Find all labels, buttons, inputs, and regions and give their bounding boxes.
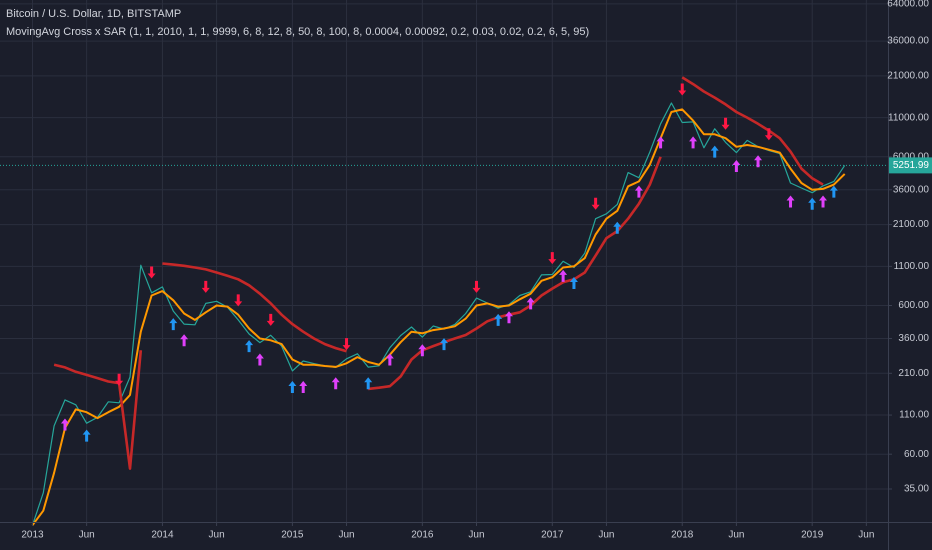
x-tick-label: Jun [728, 530, 744, 541]
plot-area [0, 76, 888, 526]
signal-arrow [201, 280, 210, 293]
x-tick-label: 2016 [411, 530, 434, 541]
signal-arrow [732, 160, 741, 173]
y-tick-label: 6000.00 [893, 151, 930, 162]
y-tick-label: 60.00 [904, 449, 929, 460]
signal-arrow [385, 353, 394, 366]
y-tick-label: 360.00 [898, 333, 929, 344]
signal-arrow [440, 338, 448, 351]
x-tick-label: 2017 [541, 530, 564, 541]
signal-arrow [299, 380, 308, 393]
signal-arrow [819, 195, 828, 208]
signal-arrow [115, 373, 124, 386]
signal-arrow [526, 297, 535, 310]
last-price-label: 5251.99 [893, 160, 930, 171]
x-tick-label: Jun [858, 530, 874, 541]
y-tick-label: 3600.00 [893, 184, 930, 195]
signal-arrow [548, 252, 557, 265]
signal-arrow [60, 418, 69, 431]
y-tick-label: 11000.00 [888, 112, 929, 123]
signal-arrow [678, 83, 687, 96]
series-line [31, 108, 846, 526]
signal-arrow [147, 266, 156, 279]
y-tick-label: 1100.00 [894, 261, 930, 272]
x-tick-label: 2013 [21, 530, 44, 541]
signal-arrow [255, 353, 264, 366]
y-tick-label: 36000.00 [887, 36, 929, 47]
signal-arrow [472, 280, 481, 293]
signal-arrow [266, 313, 275, 326]
series-line [31, 102, 846, 526]
signal-arrow [569, 277, 578, 290]
signal-arrow [494, 313, 503, 326]
signal-arrow [559, 269, 568, 282]
signal-arrow [613, 221, 622, 234]
x-tick-label: Jun [468, 530, 484, 541]
signal-arrow [764, 128, 773, 141]
signal-arrow [342, 338, 351, 351]
x-tick-label: 2014 [151, 530, 174, 541]
y-tick-label: 210.00 [898, 368, 929, 379]
signal-arrow [245, 340, 254, 353]
signal-arrow [180, 334, 189, 347]
signal-arrow [808, 197, 817, 210]
signal-arrow [689, 136, 698, 149]
signal-arrow [710, 145, 719, 158]
x-tick-label: Jun [338, 530, 354, 541]
y-tick-label: 600.00 [898, 300, 929, 311]
signal-arrow [754, 155, 763, 168]
x-tick-label: 2015 [281, 530, 304, 541]
signal-arrow [721, 117, 730, 130]
signal-arrow [82, 429, 91, 442]
y-tick-label: 35.00 [904, 484, 929, 495]
y-tick-label: 110.00 [899, 410, 929, 421]
signal-arrow [591, 197, 600, 210]
y-tick-label: 21000.00 [887, 71, 929, 82]
axes: 64000.00 36000.00 21000.00 11000.00 6000.00 3… [21, 0, 932, 541]
signal-arrow [418, 344, 427, 357]
signal-arrow [786, 195, 795, 208]
chart-title: Bitcoin / U.S. Dollar, 1D, BITSTAMP [6, 8, 181, 20]
signal-arrow [829, 185, 838, 198]
signal-arrow [288, 380, 297, 393]
series-line [53, 76, 824, 470]
x-tick-label: 2018 [671, 530, 694, 541]
signal-arrow [504, 311, 513, 324]
signal-arrow [169, 318, 178, 331]
chart-subtitle: MovingAvg Cross x SAR (1, 1, 2010, 1, 1,… [6, 26, 589, 38]
x-tick-label: Jun [598, 530, 614, 541]
signal-arrow [331, 377, 340, 390]
x-tick-label: 2019 [801, 530, 824, 541]
x-tick-label: Jun [79, 530, 95, 541]
signal-arrow [364, 377, 373, 390]
last-price-box [889, 157, 932, 174]
signal-arrow [634, 185, 643, 198]
signal-arrow [234, 294, 243, 307]
x-tick-label: Jun [209, 530, 225, 541]
y-tick-label: 64000.00 [887, 0, 929, 10]
y-tick-label: 2100.00 [893, 219, 930, 230]
signal-arrow [656, 136, 665, 149]
